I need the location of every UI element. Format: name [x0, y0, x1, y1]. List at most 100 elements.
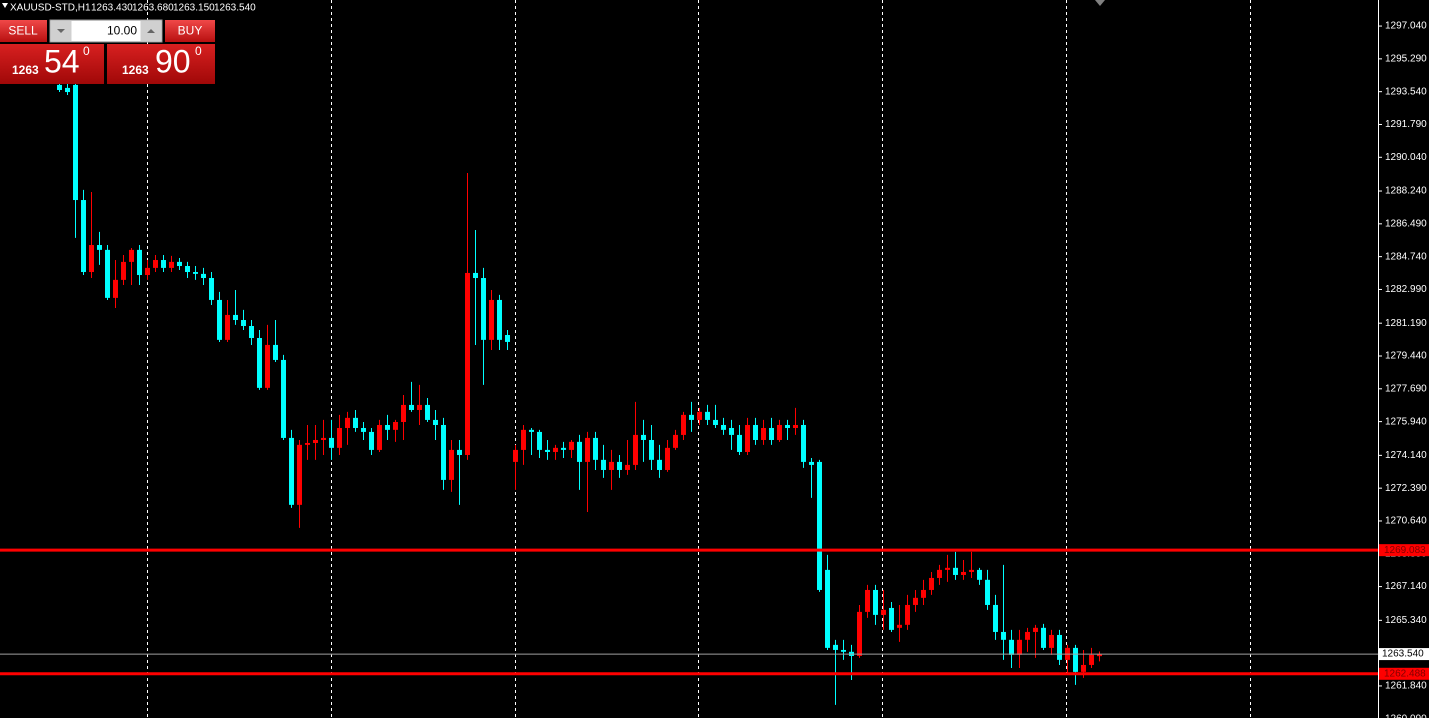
candle-body	[721, 424, 726, 430]
candle-body	[73, 84, 78, 201]
current-price-label: 1263.540	[1382, 649, 1424, 660]
candle-body	[625, 464, 630, 470]
candle-body	[265, 344, 270, 388]
candle-body	[825, 569, 830, 648]
candle-body	[353, 417, 358, 428]
candle-body	[1009, 639, 1014, 655]
symbol: XAUUSD-STD,H1	[10, 3, 91, 14]
candle-body	[945, 567, 950, 570]
volume-input[interactable]	[72, 21, 140, 41]
candle-body	[417, 404, 422, 410]
candle-body	[545, 449, 550, 452]
candle-body	[57, 84, 62, 90]
y-tick-label: 1288.240	[1385, 186, 1427, 197]
candle-body	[761, 427, 766, 440]
candle-body	[865, 589, 870, 612]
candle-body	[529, 429, 534, 432]
candle-body	[809, 461, 814, 465]
candle-body	[497, 299, 502, 340]
ask-small: 0	[195, 44, 202, 58]
candle-body	[737, 434, 742, 452]
candle-body	[969, 569, 974, 572]
candle-body	[153, 260, 158, 268]
candle-body	[793, 424, 798, 428]
candle-body	[641, 434, 646, 440]
candle-body	[1033, 627, 1038, 632]
buy-label: BUY	[178, 24, 203, 38]
candle-body	[1017, 639, 1022, 655]
candle-body	[553, 447, 558, 452]
candle-body	[105, 249, 110, 298]
candle-body	[1049, 634, 1054, 648]
y-axis-labels: 1297.040 1295.290 1293.540 1291.790 1290.040…	[1378, 21, 1429, 718]
candle-body	[185, 266, 190, 273]
candle-body	[137, 249, 142, 276]
y-tick-label: 1297.040	[1385, 21, 1427, 32]
candle-body	[833, 644, 838, 650]
candle-body	[633, 434, 638, 465]
y-tick-label: 1293.540	[1385, 86, 1427, 97]
candle-body	[889, 607, 894, 630]
candle-body	[81, 200, 86, 273]
candle-body	[297, 444, 302, 505]
ohlc-close: 1263.540	[214, 3, 256, 14]
candle-body	[449, 449, 454, 480]
candle-body	[961, 571, 966, 575]
candle-body	[609, 461, 614, 470]
candle-body	[729, 427, 734, 435]
candle-body	[569, 441, 574, 450]
sell-label: SELL	[8, 24, 38, 38]
y-tick-label: 1261.840	[1385, 681, 1427, 692]
candle-body	[521, 429, 526, 450]
sell-button[interactable]	[0, 20, 47, 42]
y-tick-label: 1286.490	[1385, 218, 1427, 229]
candle-body	[169, 261, 174, 268]
current-price-box	[1379, 648, 1429, 661]
y-tick-label: 1290.040	[1385, 152, 1427, 163]
y-tick-label: 1260.090	[1385, 713, 1427, 718]
candle-body	[1081, 664, 1086, 672]
level-box	[1379, 667, 1429, 680]
candle-body	[177, 261, 182, 267]
candle-body	[337, 427, 342, 448]
candle-body	[217, 299, 222, 340]
candle-body	[121, 261, 126, 280]
candle-body	[1073, 647, 1078, 672]
candle-body	[905, 604, 910, 625]
candle-body	[753, 424, 758, 440]
candle-body	[281, 359, 286, 438]
candle-body	[673, 434, 678, 448]
level-label: 1269.083	[1384, 545, 1426, 556]
candle-body	[513, 449, 518, 462]
candle-body	[897, 624, 902, 628]
candle-body	[313, 439, 318, 443]
candle-body	[305, 442, 310, 445]
ask-box[interactable]	[107, 44, 215, 84]
bid-base: 1263	[12, 63, 39, 77]
candle-body	[473, 272, 478, 279]
candle-body	[777, 424, 782, 440]
candle-body	[537, 431, 542, 450]
buy-button[interactable]	[165, 20, 215, 42]
y-tick-label: 1282.990	[1385, 284, 1427, 295]
candle-body	[993, 604, 998, 632]
candle-body	[713, 419, 718, 425]
candle-body	[913, 597, 918, 605]
candle-body	[385, 424, 390, 430]
candle-body	[1097, 654, 1102, 657]
candle-body	[441, 424, 446, 480]
candle-body	[929, 577, 934, 590]
bid-box[interactable]	[0, 44, 104, 84]
ohlc-open: 1263.430	[91, 3, 133, 14]
candle-body	[113, 279, 118, 298]
y-tick-label: 1279.440	[1385, 351, 1427, 362]
candle-body	[233, 314, 238, 321]
candle-body	[697, 411, 702, 420]
y-tick-label: 1295.290	[1385, 54, 1427, 65]
y-tick-label: 1265.340	[1385, 615, 1427, 626]
ohlc-high: 1263.680	[132, 3, 174, 14]
ohlc-low: 1263.150	[173, 3, 215, 14]
candle-body	[97, 245, 102, 250]
